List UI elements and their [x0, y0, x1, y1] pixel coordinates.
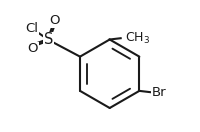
Text: CH$_3$: CH$_3$ [125, 31, 150, 46]
Text: O: O [27, 42, 38, 55]
Text: O: O [49, 14, 59, 27]
Text: S: S [44, 32, 53, 47]
Text: Cl: Cl [26, 22, 39, 35]
Text: Br: Br [152, 86, 166, 99]
